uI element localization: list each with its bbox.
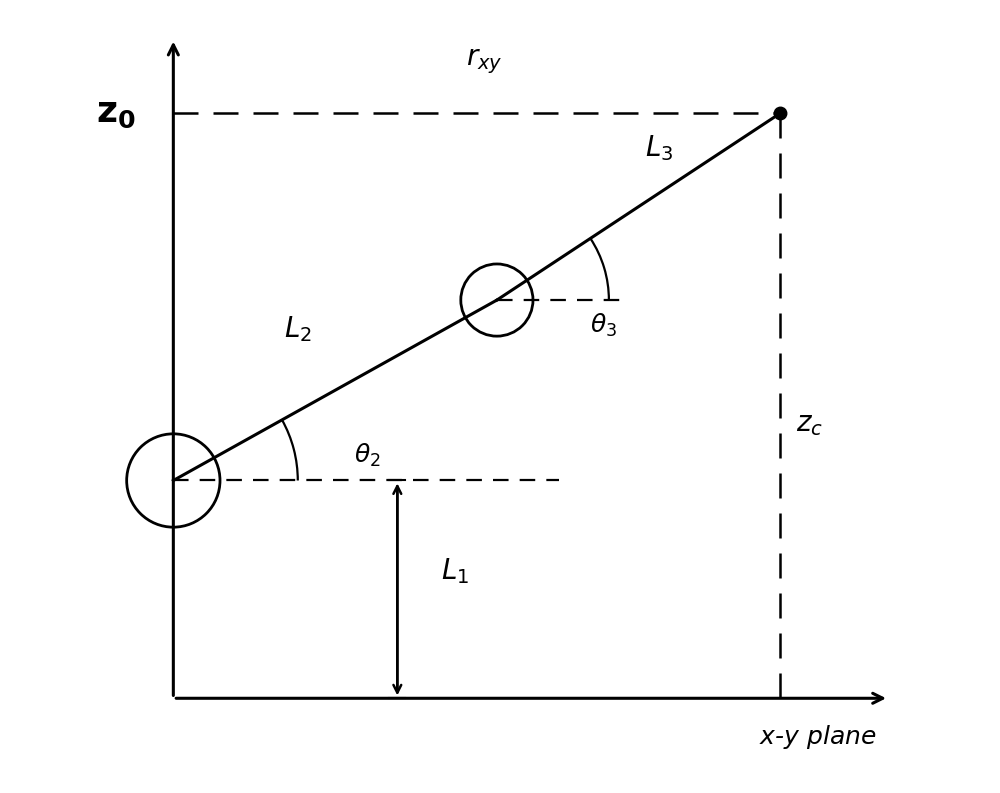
Text: $\mathbf{z_0}$: $\mathbf{z_0}$ [96, 97, 136, 130]
Text: $L_1$: $L_1$ [441, 556, 469, 585]
Text: $r_{xy}$: $r_{xy}$ [466, 48, 503, 76]
Text: $\theta_3$: $\theta_3$ [590, 312, 617, 339]
Text: $L_3$: $L_3$ [645, 133, 673, 163]
Text: $L_2$: $L_2$ [284, 314, 312, 343]
Text: $z_c$: $z_c$ [796, 411, 823, 439]
Text: $x$-$y$ $plane$: $x$-$y$ $plane$ [759, 723, 876, 751]
Text: $\theta_2$: $\theta_2$ [354, 442, 380, 469]
